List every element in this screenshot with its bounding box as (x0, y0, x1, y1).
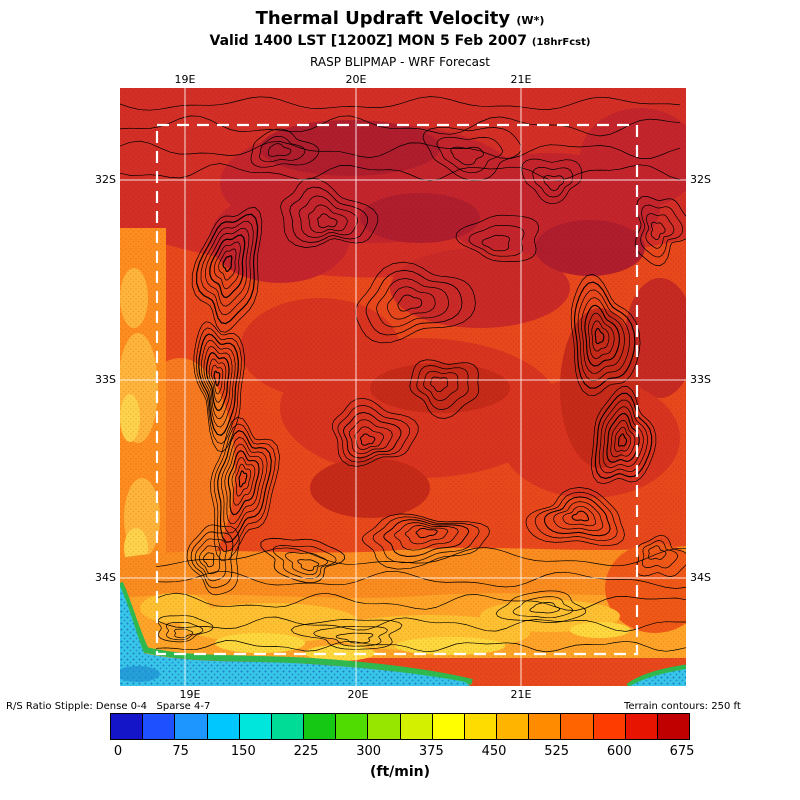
valid-time-line: Valid 1400 LST [1200Z] MON 5 Feb 2007 (1… (0, 33, 800, 49)
colorbar-segment (239, 714, 272, 739)
axis-tick-bottom-21e: 21E (510, 688, 532, 701)
colorbar-segment (143, 714, 176, 739)
colorbar-segment (336, 714, 369, 739)
colorbar-segment (464, 714, 498, 739)
colorbar-segment (593, 714, 626, 739)
page-title: Thermal Updraft Velocity (W*) (0, 8, 800, 29)
grid-lines (120, 88, 686, 686)
domain-dashed-box (155, 123, 639, 656)
colorbar-tick-label: 75 (172, 744, 189, 759)
coastline-water (120, 581, 686, 686)
axis-tick-bottom-20e: 20E (347, 688, 369, 701)
model-line: RASP BLIPMAP - WRF Forecast (310, 55, 490, 69)
colorbar-tick-label: 225 (293, 744, 319, 759)
colorbar (110, 713, 690, 740)
axis-tick-bottom-19e: 19E (179, 688, 201, 701)
axis-tick-left-32s: 32S (95, 173, 116, 186)
title-text: Thermal Updraft Velocity (255, 8, 511, 29)
terrain-contours (120, 96, 686, 653)
axis-tick-left-33s: 33S (95, 373, 116, 386)
axis-tick-right-34s: 34S (690, 571, 711, 584)
colorbar-tick-label: 600 (606, 744, 632, 759)
colorbar-segment (529, 714, 562, 739)
colorbar-tick-label: 375 (418, 744, 444, 759)
title-unit: (W*) (516, 14, 545, 27)
axis-tick-top-19e: 19E (174, 73, 196, 86)
colorbar-tick-label: 675 (669, 744, 695, 759)
colorbar-units: (ft/min) (369, 764, 431, 780)
colorbar-segment (400, 714, 433, 739)
axis-tick-left-34s: 34S (95, 571, 116, 584)
colorbar-segment (497, 714, 530, 739)
valid-text: Valid 1400 LST [1200Z] MON 5 Feb 2007 (209, 33, 527, 49)
colorbar-segment (175, 714, 208, 739)
colorbar-segment (432, 714, 465, 739)
colorbar-segment (304, 714, 337, 739)
colorbar-segment (625, 714, 658, 739)
fcst-offset: (18hrFcst) (531, 37, 591, 48)
axis-tick-right-32s: 32S (690, 173, 711, 186)
colorbar-tick-label: 450 (481, 744, 507, 759)
colorbar-tick-label: 525 (544, 744, 570, 759)
colorbar-segment (271, 714, 305, 739)
axis-tick-top-21e: 21E (510, 73, 532, 86)
axis-tick-right-33s: 33S (690, 373, 711, 386)
colorbar-segment (657, 714, 690, 739)
forecast-map (120, 88, 686, 686)
colorbar-segment (368, 714, 401, 739)
colorbar-segment (207, 714, 240, 739)
colorbar-tick-label: 300 (356, 744, 382, 759)
colorbar-segment (561, 714, 594, 739)
thermal-map-svg (120, 88, 686, 686)
colorbar-ticks: 0 75 150 225 300 375 450 525 600 675 (110, 744, 695, 760)
colorbar-tick-label: 150 (230, 744, 256, 759)
terrain-note: Terrain contours: 250 ft (624, 701, 741, 712)
axis-tick-top-20e: 20E (345, 73, 367, 86)
field-colors (120, 88, 686, 686)
colorbar-tick-label: 0 (113, 744, 123, 759)
colorbar-segment (111, 714, 144, 739)
stipple-note: R/S Ratio Stipple: Dense 0-4 Sparse 4-7 (6, 701, 211, 712)
